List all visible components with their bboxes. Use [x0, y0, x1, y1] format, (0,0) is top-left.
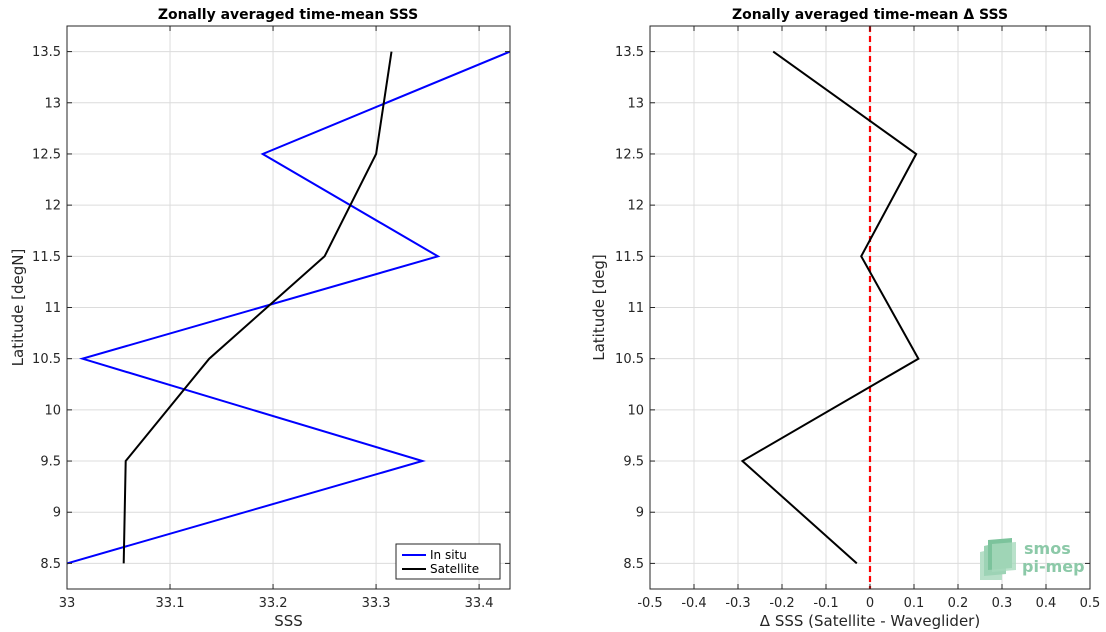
y-tick-label: 13 [627, 96, 644, 111]
x-tick-label: 0 [866, 596, 874, 611]
x-tick-label: 0.3 [992, 596, 1013, 611]
y-tick-label: 13.5 [615, 45, 644, 60]
x-tick-label: -0.2 [769, 596, 794, 611]
y-tick-label: 11 [627, 301, 644, 316]
logo-emblem-icon [980, 538, 1016, 580]
y-tick-label: 13 [44, 96, 61, 111]
x-tick-label: 33.3 [362, 596, 391, 611]
logo-text-pi-mep: pi-mep [1022, 557, 1085, 576]
logo-text-smos: smos [1024, 539, 1071, 558]
x-tick-label: 33 [59, 596, 76, 611]
y-tick-label: 11.5 [615, 250, 644, 265]
y-axis-label: Latitude [degN] [9, 249, 27, 367]
y-axis-label: Latitude [deg] [590, 254, 608, 360]
legend-entry: Satellite [430, 562, 479, 576]
right-chart-panel: -0.5 -0.4 -0.3 -0.2 -0.1 0 0.1 0.2 0.3 0.4 0.5 8.5 9… [590, 7, 1100, 630]
y-tick-label: 12 [627, 199, 644, 214]
chart-title: Zonally averaged time-mean Δ SSS [732, 7, 1008, 23]
series-line-in-situ [66, 50, 511, 565]
x-tick-label: -0.1 [813, 596, 838, 611]
x-axis-label: Δ SSS (Satellite - Waveglider) [760, 612, 980, 630]
series-line-satellite [122, 51, 393, 564]
y-tick-label: 8.5 [40, 557, 61, 572]
x-tick-label: 0.1 [904, 596, 925, 611]
smos-pi-mep-logo: smos pi-mep [980, 538, 1085, 580]
y-tick-label: 10 [44, 403, 61, 418]
chart-title: Zonally averaged time-mean SSS [158, 7, 418, 23]
legend-entry: In situ [430, 548, 467, 562]
y-tick-label: 12.5 [32, 147, 61, 162]
y-tick-label: 9 [53, 506, 61, 521]
y-tick-label: 10.5 [615, 352, 644, 367]
y-tick-label: 9 [636, 506, 644, 521]
x-tick-label: 0.5 [1080, 596, 1101, 611]
x-tick-label: 33.2 [259, 596, 288, 611]
y-tick-label: 9.5 [623, 455, 644, 470]
x-axis-label: SSS [274, 612, 303, 630]
y-tick-label: 13.5 [32, 45, 61, 60]
y-tick-label: 11 [44, 301, 61, 316]
x-tick-label: 33.1 [156, 596, 185, 611]
x-tick-label: -0.3 [725, 596, 750, 611]
y-tick-label: 10.5 [32, 352, 61, 367]
x-tick-label: -0.5 [637, 596, 662, 611]
left-chart-panel: 33 33.1 33.2 33.3 33.4 8.5 9 9.5 10 10.5 11 11.5 12 1… [9, 7, 511, 630]
y-tick-label: 11.5 [32, 250, 61, 265]
y-tick-label: 8.5 [623, 557, 644, 572]
y-tick-label: 12.5 [615, 147, 644, 162]
legend-box [395, 543, 501, 580]
series-line-0 [740, 50, 920, 565]
y-tick-label: 9.5 [40, 455, 61, 470]
y-tick-label: 10 [627, 403, 644, 418]
y-tick-label: 12 [44, 199, 61, 214]
x-tick-label: 33.4 [465, 596, 494, 611]
x-tick-label: -0.4 [681, 596, 706, 611]
x-tick-label: 0.2 [948, 596, 969, 611]
x-tick-label: 0.4 [1036, 596, 1057, 611]
